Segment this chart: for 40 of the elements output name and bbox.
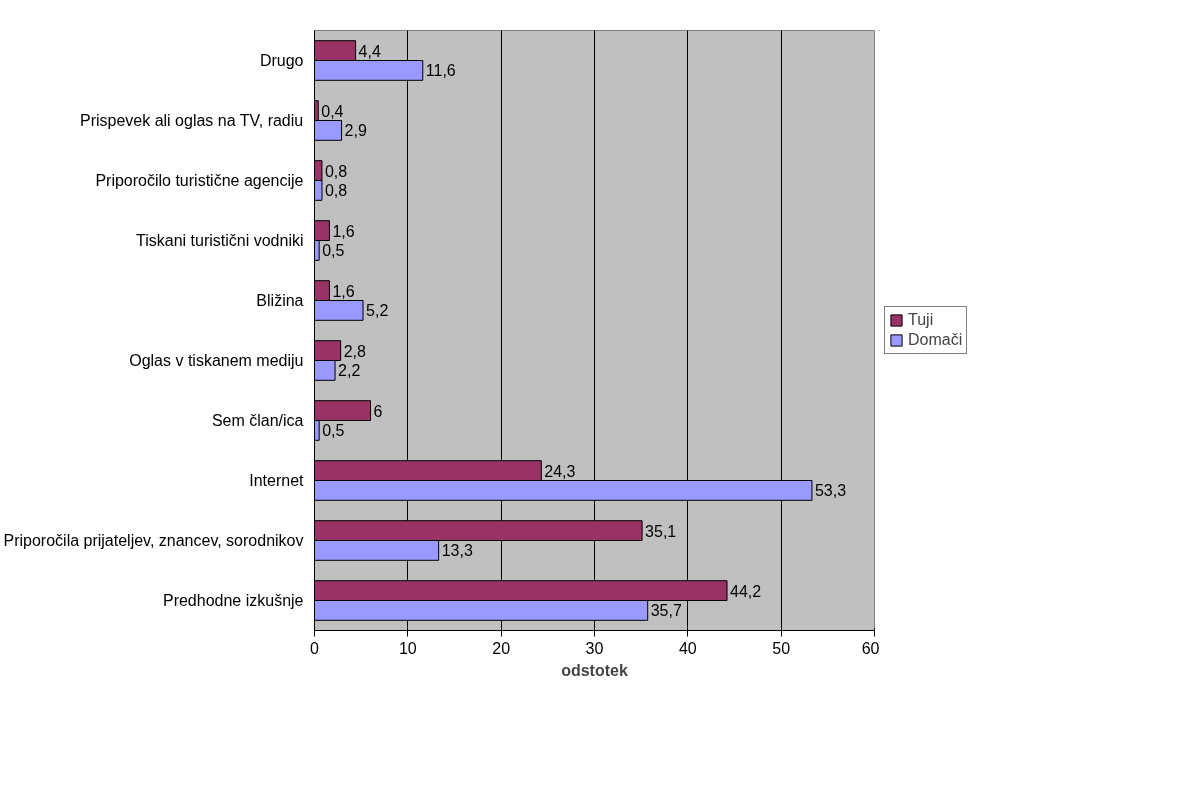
y-tick-label: Bližina [256, 292, 304, 309]
x-tick-label: 20 [492, 639, 511, 657]
data-label: 0,8 [324, 182, 348, 200]
x-tick-label: 30 [585, 639, 604, 657]
x-tick-label: 10 [398, 639, 417, 657]
data-label: 1,6 [332, 222, 355, 240]
data-label: 0,5 [322, 242, 345, 260]
data-label: 1,6 [332, 282, 355, 300]
data-label: 0,8 [324, 162, 348, 180]
data-label: 44,2 [730, 582, 762, 600]
data-label: 4,4 [358, 42, 381, 60]
x-tick-label: 0 [310, 639, 320, 657]
y-tick-label: Oglas v tiskanem mediju [129, 352, 304, 369]
data-label: 6 [373, 402, 383, 420]
data-label: 13,3 [441, 542, 473, 560]
y-tick-label: Internet [249, 472, 305, 489]
legend-label: Tuji [908, 311, 934, 329]
data-label: 0,5 [322, 422, 345, 440]
data-label: 2,9 [344, 122, 367, 140]
x-tick-label: 50 [772, 639, 791, 657]
y-tick-label: Tiskani turistični vodniki [136, 232, 304, 249]
y-tick-label: Sem član/ica [211, 412, 304, 429]
data-label: 24,3 [544, 462, 576, 480]
data-label: 35,1 [645, 522, 677, 540]
data-label: 2,8 [343, 342, 366, 360]
data-label: 11,6 [425, 62, 456, 80]
data-label: 53,3 [814, 482, 847, 500]
y-tick-label: Prispevek ali oglas na TV, radiu [79, 112, 304, 129]
x-tick-label: 60 [861, 639, 880, 657]
data-label: 5,2 [366, 302, 389, 320]
y-tick-label: Drugo [259, 52, 304, 69]
data-label: 35,7 [650, 602, 682, 620]
x-axis-title: odstotek [561, 661, 628, 679]
legend-label: Domači [908, 331, 963, 349]
y-tick-label: Priporočilo turistične agencije [95, 172, 304, 189]
y-tick-label: Priporočila prijateljev, znancev, sorodnikov [3, 532, 304, 549]
data-label: 2,2 [338, 362, 361, 380]
x-tick-label: 40 [678, 639, 697, 657]
data-label: 0,4 [321, 102, 344, 120]
y-tick-label: Predhodne izkušnje [162, 592, 304, 609]
